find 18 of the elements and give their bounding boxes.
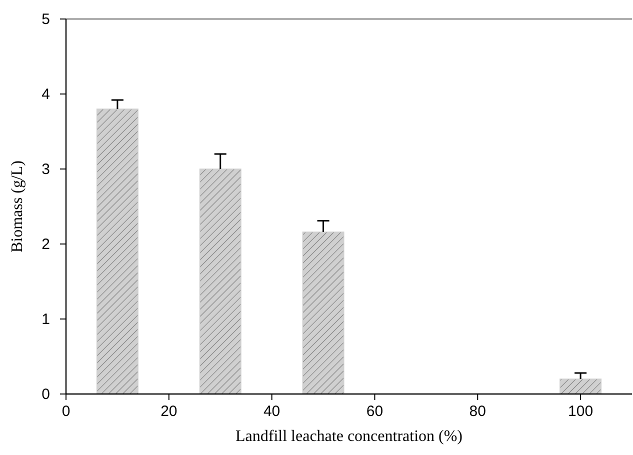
x-tick-label: 60 [366, 403, 384, 420]
x-tick-label: 40 [263, 403, 280, 420]
y-axis-title: Biomass (g/L) [9, 160, 26, 252]
bar [96, 108, 138, 394]
y-tick-label: 4 [42, 86, 50, 103]
x-tick-label: 0 [62, 403, 70, 420]
x-tick-label: 100 [568, 403, 594, 420]
y-tick-label: 3 [42, 161, 50, 178]
bar [560, 378, 602, 394]
x-axis-title: Landfill leachate concentration (%) [236, 428, 462, 445]
x-tick-label: 20 [160, 403, 178, 420]
bar [199, 168, 242, 394]
x-tick-label: 80 [469, 403, 486, 420]
y-tick-label: 2 [42, 236, 50, 253]
y-tick-label: 1 [42, 311, 50, 328]
y-tick-label: 0 [42, 386, 50, 403]
y-tick-label: 5 [42, 11, 50, 28]
bar [302, 232, 344, 394]
